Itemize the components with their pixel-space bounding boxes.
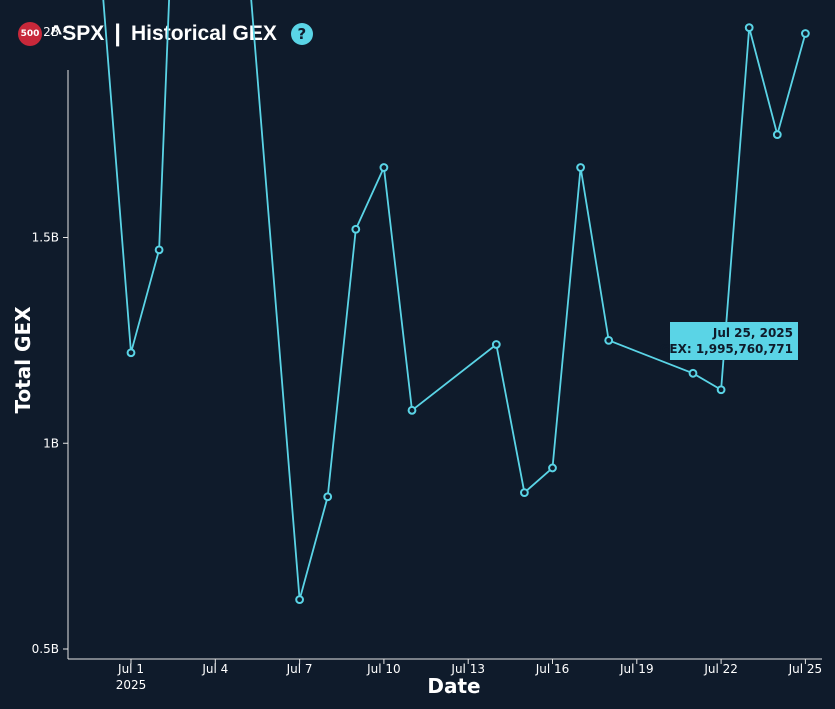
data-point[interactable] [295,595,305,605]
data-point[interactable] [548,463,557,473]
data-point[interactable] [716,385,726,395]
data-point[interactable] [154,245,164,255]
sp500-badge-icon: 500 [18,22,42,46]
data-point[interactable] [126,348,136,358]
data-point[interactable] [688,368,698,378]
help-icon[interactable]: ? [290,23,313,45]
tooltip-background [670,322,798,360]
tooltip-value: GEX: 1,995,760,771 [660,342,793,356]
data-point[interactable] [576,163,585,172]
data-point[interactable] [520,488,529,498]
hover-tooltip: Jul 25, 2025 GEX: 1,995,760,771 [660,322,798,360]
data-point[interactable] [604,335,614,345]
y-tick-label: 1.5B [32,231,59,245]
tooltip-date: Jul 25, 2025 [712,326,793,340]
chart-axes [67,70,822,660]
data-point[interactable] [323,492,333,502]
data-point[interactable] [801,29,810,38]
data-point[interactable] [351,224,361,234]
x-tick-label: Jul 4 [201,662,228,676]
data-point[interactable] [379,163,389,172]
y-axis-title: Total GEX [11,306,35,414]
x-tick-label: Jul 1 [117,662,144,676]
gex-series-line [102,0,807,600]
data-point[interactable] [744,23,754,33]
x-tick-label: Jul 16 [535,662,570,676]
title-divider: | [114,20,122,47]
x-tick-sublabel: 2025 [116,678,147,692]
gex-data-points [126,23,810,605]
y-tick-label: 1B [43,436,59,450]
data-point[interactable] [772,130,782,140]
data-point[interactable] [491,340,501,349]
data-point[interactable] [407,405,417,415]
x-axis-ticks: Jul 1 2025 Jul 4 Jul 7 Jul 10 Jul 13 Jul 16 Jul… [116,659,822,692]
y-tick-label: 2B [43,25,59,39]
x-tick-label: Jul 10 [366,662,401,676]
x-tick-label: Jul 22 [703,662,738,676]
ticker-symbol: ^SPX [50,22,105,45]
y-tick-label: 0.5B [32,642,59,656]
x-tick-label: Jul 7 [286,662,313,676]
x-axis-title: Date [427,674,480,698]
x-tick-label: Jul 13 [450,662,485,676]
x-tick-label: Jul 19 [619,662,654,676]
x-tick-label: Jul 25 [788,662,823,676]
